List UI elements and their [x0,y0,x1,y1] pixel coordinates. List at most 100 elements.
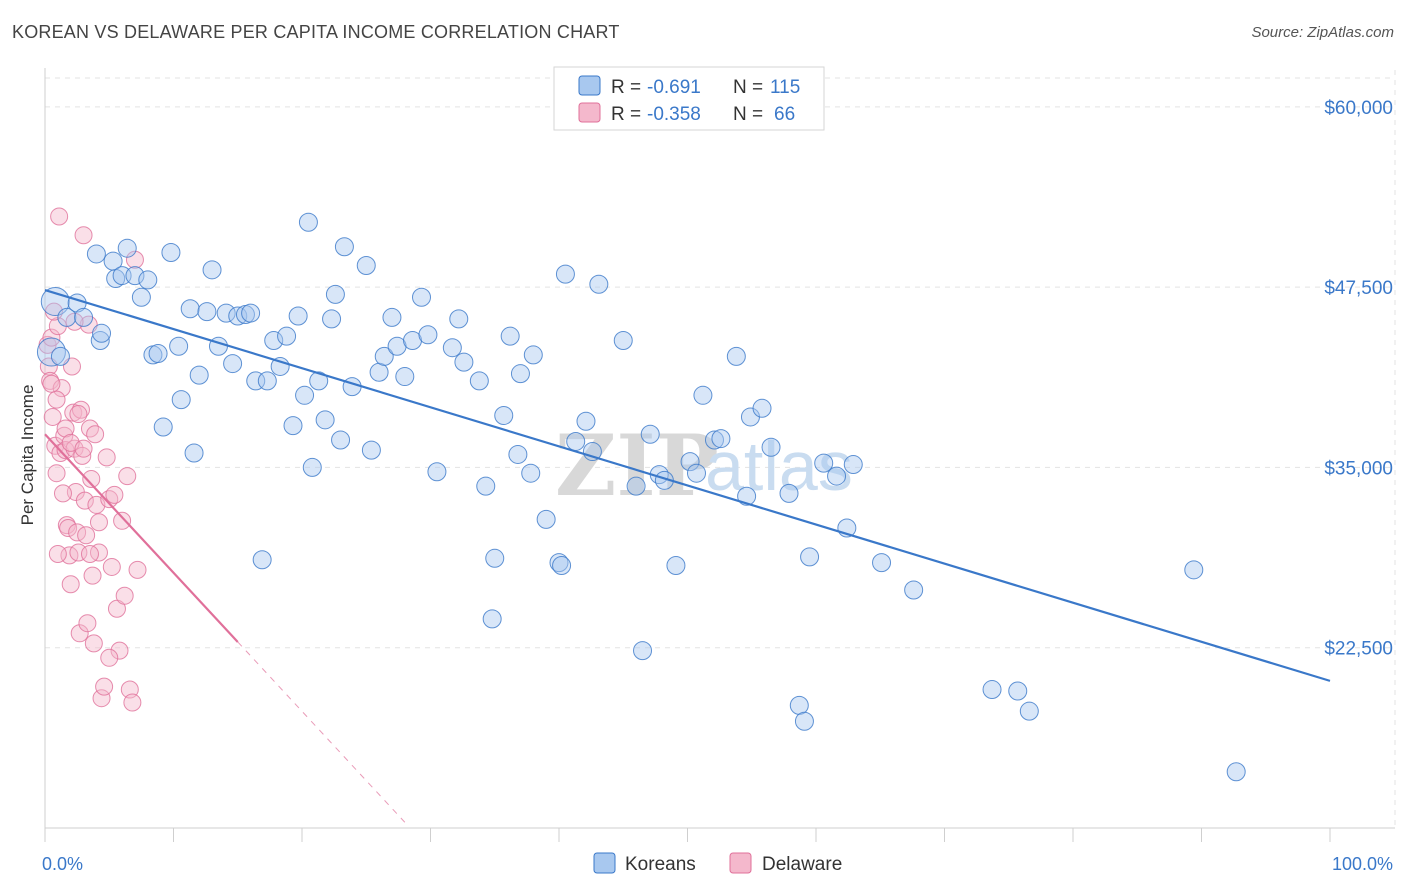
korean-point [117,238,137,258]
korean-point [904,580,924,600]
korean-point [322,309,342,329]
korean-point [228,306,248,326]
axes [44,68,1395,842]
korean-point [161,243,181,263]
legend-r-label-1: R = [611,77,641,98]
korean-point [485,548,505,568]
korean-point [1184,560,1204,580]
delaware-point [48,544,67,563]
legend-n-value-2: 66 [774,104,795,125]
delaware-point [74,439,93,458]
korean-point [442,338,462,358]
korean-point [576,411,596,431]
delaware-point [82,469,101,488]
bottom-legend: Koreans Delaware [593,852,842,875]
delaware-point [69,543,88,562]
delaware-point [115,586,134,605]
korean-point [252,550,272,570]
korean-point [169,336,189,356]
legend-r-value-2: -0.358 [647,104,701,125]
bottom-legend-koreans: Koreans [625,854,696,875]
delaware-point [128,560,147,579]
korean-point [510,364,530,384]
korean-point [555,264,575,284]
korean-point [693,385,713,405]
korean-point [549,553,569,573]
korean-point [536,509,556,529]
delaware-point [53,484,72,503]
y-tick-label: $60,000 [1324,98,1393,119]
korean-point [148,343,168,363]
delaware-point [70,624,89,643]
korean-point [872,553,892,573]
korean-point [566,431,586,451]
delaware-point [56,419,75,438]
korean-point [216,303,236,323]
korean-point [264,331,284,350]
delaware-point [113,511,132,530]
korean-point [843,455,863,475]
y-axis-label: Per Capita Income [18,385,37,526]
delaware-point [80,544,99,563]
korean-point [171,390,191,410]
korean-point [202,260,222,280]
bottom-legend-delaware: Delaware [762,854,842,875]
korean-point [454,352,474,372]
legend-swatch-koreans [578,75,601,96]
delaware-point [89,543,108,562]
korean-point [138,270,158,290]
korean-point [223,354,243,374]
korean-point [257,371,277,391]
korean-point [361,440,381,460]
delaware-point [55,426,74,445]
delaware-point [84,634,103,653]
delaware-point [89,513,108,532]
korean-point [180,299,200,319]
korean-point [36,337,66,367]
korean-point [640,424,660,444]
delaware-point [57,516,76,535]
korean-points [36,212,1246,782]
korean-point [633,641,653,661]
korean-point [427,462,447,482]
korean-point [184,443,204,463]
delaware-point [125,250,144,269]
korean-point [1226,762,1246,782]
delaware-point [50,207,69,226]
y-tick-labels: $22,500 $35,000 $47,500 $60,000 [1324,98,1393,660]
x-tick-label-max: 100.0% [1332,854,1393,874]
delaware-points [38,207,147,712]
korean-point [57,307,77,327]
korean-point [469,371,489,391]
delaware-trend-line [44,433,239,643]
delaware-trend-extension [237,641,406,823]
y-tick-label: $47,500 [1324,278,1393,299]
delaware-point [75,491,94,510]
delaware-point [52,379,71,398]
delaware-point [105,485,124,504]
delaware-point [43,407,62,426]
korean-point [982,680,1002,700]
korean-point [298,212,318,232]
delaware-point [95,677,114,696]
korean-point [494,406,514,425]
korean-point [382,307,402,327]
delaware-point [78,614,97,633]
delaware-point [47,464,66,483]
delaware-point [110,641,129,660]
korean-point [1008,681,1028,701]
x-tick-label-min: 0.0% [42,854,83,874]
korean-point [704,430,724,450]
korean-point [315,410,335,430]
korean-point [680,452,700,472]
korean-point [283,416,303,436]
korean-point [356,256,376,275]
delaware-point [123,693,142,712]
korean-point [500,326,520,346]
korean-point [794,711,814,731]
korean-point [508,444,528,464]
korean-point [197,302,217,322]
korean-point [737,486,757,506]
korean-point [626,476,646,496]
korean-point [125,266,145,286]
